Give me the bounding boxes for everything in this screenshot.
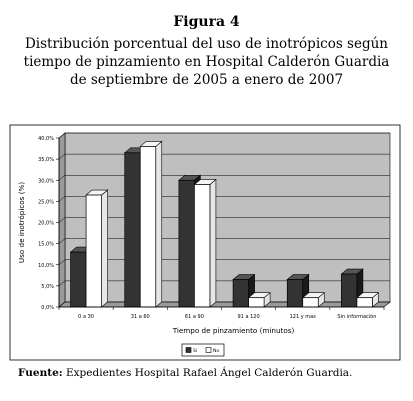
bar-front — [232, 279, 249, 308]
x-tick-label: 31 a 60 — [131, 314, 150, 320]
bar — [301, 292, 326, 308]
bar — [356, 292, 380, 308]
bar-side — [155, 140, 163, 308]
bar-front — [139, 146, 157, 308]
y-tick-label: 25,0% — [38, 199, 54, 205]
bar-front — [248, 297, 265, 308]
y-tick-label: 40,0% — [38, 136, 54, 142]
legend-box — [181, 343, 225, 357]
y-tick-label: 5,0% — [41, 284, 54, 290]
y-tick-label: 20,0% — [38, 221, 54, 227]
legend-swatch — [185, 347, 192, 353]
bar-front — [85, 194, 102, 308]
bar — [247, 292, 271, 308]
bar-front — [178, 179, 195, 308]
x-tick-label: 0 a 30 — [78, 314, 94, 320]
y-tick-label: 0,0% — [41, 305, 54, 311]
gridline — [58, 301, 390, 308]
x-tick-label: 121 y mas — [290, 314, 317, 320]
bar-front — [194, 184, 211, 308]
gridline — [58, 217, 390, 223]
bar-front — [302, 297, 319, 308]
figure-title: Distribución porcentual del uso de inotr… — [23, 36, 390, 88]
y-tick-label: 15,0% — [38, 242, 54, 248]
bar — [139, 140, 163, 308]
bar — [193, 178, 217, 308]
bar-front — [70, 251, 87, 308]
gridline — [58, 153, 390, 160]
y-tick-label: 10,0% — [38, 263, 54, 269]
gridline — [58, 175, 390, 181]
bar — [340, 268, 364, 308]
gridline — [58, 280, 390, 287]
x-tick-label: 91 a 120 — [238, 314, 260, 320]
y-tick-label: 30,0% — [38, 178, 54, 184]
legend-label: No — [213, 348, 219, 354]
gridline — [58, 259, 390, 265]
bar-side — [101, 189, 108, 308]
bar-front — [341, 273, 358, 308]
source-note: Fuente: Expedientes Hospital Rafael Ánge… — [18, 367, 408, 379]
source-label: Fuente: — [18, 367, 63, 379]
bar-front — [286, 279, 304, 308]
gridline — [58, 132, 390, 139]
y-tick-label: 35,0% — [38, 157, 54, 163]
bar — [85, 189, 109, 308]
legend-label: Sí — [193, 347, 198, 354]
bar-front — [356, 297, 373, 308]
gridline — [58, 238, 390, 244]
bar-side — [209, 178, 217, 308]
source-text: Expedientes Hospital Rafael Ángel Calder… — [62, 367, 353, 379]
x-tick-label: Sin información — [337, 313, 376, 320]
x-axis-title: Tiempo de pinzamiento (minutos) — [172, 326, 295, 335]
gridline — [58, 196, 390, 202]
bar-front — [124, 152, 141, 308]
legend-swatch — [205, 347, 212, 353]
plot-floor — [58, 301, 391, 308]
x-tick-label: 61 a 90 — [185, 314, 204, 320]
y-axis-title: Uso de inotrópicos (%) — [17, 182, 26, 263]
figure-label: Figura 4 — [173, 14, 240, 30]
